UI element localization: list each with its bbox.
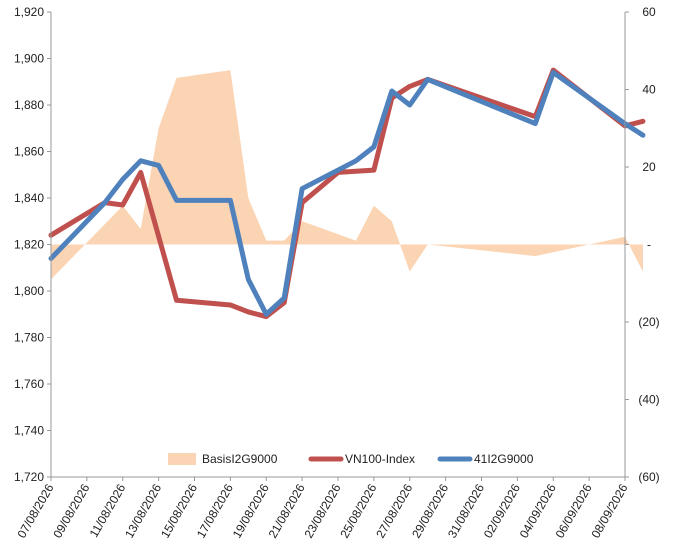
right-tick-label: (40) [638,393,659,407]
left-tick-label: 1,880 [14,98,44,112]
legend: BasisI2G9000 VN100-Index 41I2G9000 [168,452,534,466]
x-axis-ticks: 07/08/202609/08/202611/08/202613/08/2026… [14,477,631,541]
left-tick-label: 1,740 [14,424,44,438]
left-y-axis-ticks: 1,720 1,740 1,760 1,780 1,800 1,820 1,840 1,860… [14,5,51,484]
area-series-layer [51,70,643,280]
legend-label-VN100-Index: VN100-Index [345,452,415,466]
right-tick-label: (20) [638,315,659,329]
x-tick-label: 08/09/2026 [588,481,630,540]
legend-swatch-BasisI2G9000 [168,453,196,465]
legend-label-41I2G9000: 41I2G9000 [474,452,534,466]
left-tick-label: 1,920 [14,5,44,19]
right-tick-label: 60 [642,5,656,19]
left-tick-label: 1,860 [14,145,44,159]
left-tick-label: 1,800 [14,284,44,298]
series-area-BasisI2G9000 [51,70,643,280]
left-tick-label: 1,820 [14,238,44,252]
left-tick-label: 1,760 [14,377,44,391]
line-series-layer [48,67,646,320]
left-tick-label: 1,900 [14,52,44,66]
right-tick-label: (60) [638,470,659,484]
x-tick-label: 11/08/2026 [87,481,129,540]
left-tick-label: 1,840 [14,191,44,205]
right-y-axis-ticks: (60) (40) (20) - 20 40 60 [625,5,660,484]
series-line-41I2G9000 [48,69,646,317]
left-tick-label: 1,720 [14,470,44,484]
right-tick-label: 40 [642,83,656,97]
series-line-VN100-Index [48,67,646,320]
right-tick-label: 20 [642,160,656,174]
left-tick-label: 1,780 [14,331,44,345]
legend-label-BasisI2G9000: BasisI2G9000 [202,452,278,466]
right-tick-label: - [647,238,651,252]
plot-area [48,67,646,320]
